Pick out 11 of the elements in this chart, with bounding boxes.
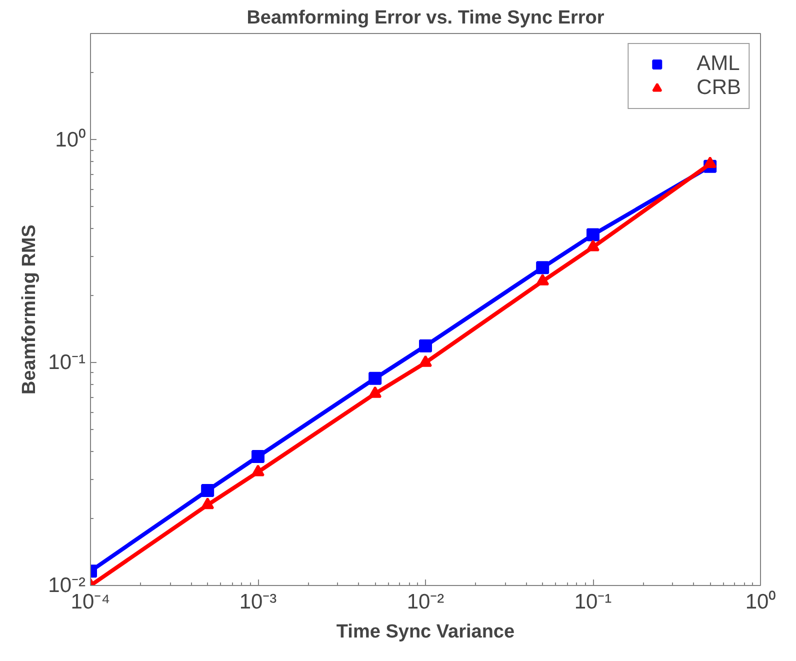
- chart-title: Beamforming Error vs. Time Sync Error: [246, 8, 605, 28]
- x-tick-label: 10⁻³: [239, 590, 277, 614]
- x-tick-label: 10⁻¹: [574, 590, 612, 614]
- y-axis-title: Beamforming RMS: [19, 224, 40, 394]
- x-tick-label: 10⁻²: [406, 590, 444, 614]
- legend-label: CRB: [696, 76, 741, 100]
- legend-label: AML: [696, 52, 740, 76]
- x-tick-label: 10⁰: [745, 590, 776, 614]
- y-tick-label: 10⁻¹: [48, 351, 86, 374]
- y-tick-label: 10⁰: [55, 128, 86, 152]
- x-axis-title: Time Sync Variance: [336, 622, 515, 642]
